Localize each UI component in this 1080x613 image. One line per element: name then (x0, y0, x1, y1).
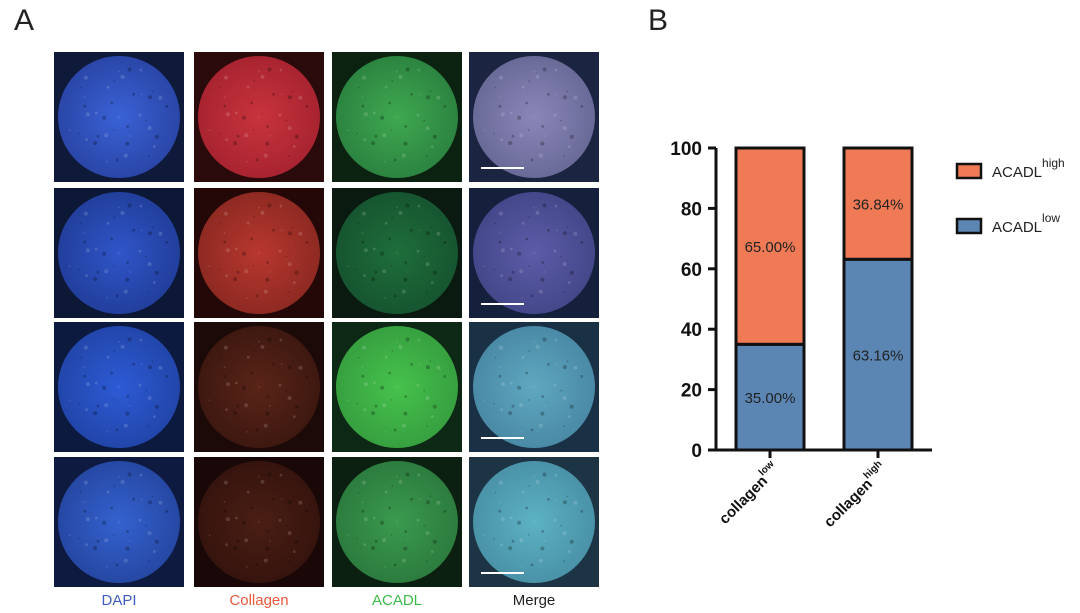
micrograph-collagen-row3 (194, 322, 324, 452)
bar-segment-high-high (842, 146, 914, 261)
y-tick-label: 40 (681, 320, 702, 341)
legend-swatch-low (955, 217, 983, 235)
data-label: 36.84% (853, 197, 904, 214)
data-label: 63.16% (853, 348, 904, 365)
y-tick-label: 60 (681, 260, 702, 281)
data-label: 65.00% (745, 239, 796, 256)
x-tick-label: collagenhigh (819, 459, 891, 531)
micrograph-acadl-row1 (332, 52, 462, 182)
legend-swatch-high (955, 162, 983, 180)
micrograph-acadl-row3 (332, 322, 462, 452)
column-label-dapi: DAPI (101, 592, 137, 609)
legend-label-high: ACADLhigh (992, 156, 1065, 181)
y-tick-label: 100 (670, 139, 702, 160)
y-tick-label: 0 (691, 441, 702, 462)
y-axis: 0 20 40 60 80 100 (670, 139, 718, 462)
y-tick-label: 80 (681, 199, 702, 220)
micrograph-dapi-row2 (54, 188, 184, 318)
micrograph-merge-row2 (469, 188, 599, 318)
bar-segment-high-low (734, 146, 806, 346)
y-tick-label: 20 (681, 381, 702, 402)
micrograph-dapi-row3 (54, 322, 184, 452)
x-tick-label: collagenlow (714, 459, 783, 528)
micrograph-merge-row4 (469, 457, 599, 587)
column-label-collagen: Collagen (229, 592, 289, 609)
data-label: 35.00% (745, 390, 796, 407)
micrograph-collagen-row1 (194, 52, 324, 182)
micrograph-dapi-row1 (54, 52, 184, 182)
stacked-bar-chart: 0 20 40 60 80 100 35.00% 65.00% 63.16% 36.84% co… (670, 139, 1065, 531)
panel-b-letter: B (648, 4, 669, 37)
x-axis: collagenlow collagenhigh (714, 448, 932, 531)
column-label-acadl: ACADL (371, 592, 423, 609)
micrograph-collagen-row2 (194, 188, 324, 318)
column-label-merge: Merge (512, 592, 556, 609)
micrograph-merge-row3 (469, 322, 599, 452)
micrograph-dapi-row4 (54, 457, 184, 587)
bars: 35.00% 65.00% 63.16% 36.84% (734, 146, 914, 452)
micrograph-merge-row1 (469, 52, 599, 182)
micrograph-acadl-row4 (332, 457, 462, 587)
legend: ACADLhigh ACADLlow (955, 156, 1065, 236)
micrograph-collagen-row4 (194, 457, 324, 587)
panel-a-letter: A (14, 4, 35, 37)
micrograph-acadl-row2 (332, 188, 462, 318)
legend-label-low: ACADLlow (992, 211, 1060, 236)
